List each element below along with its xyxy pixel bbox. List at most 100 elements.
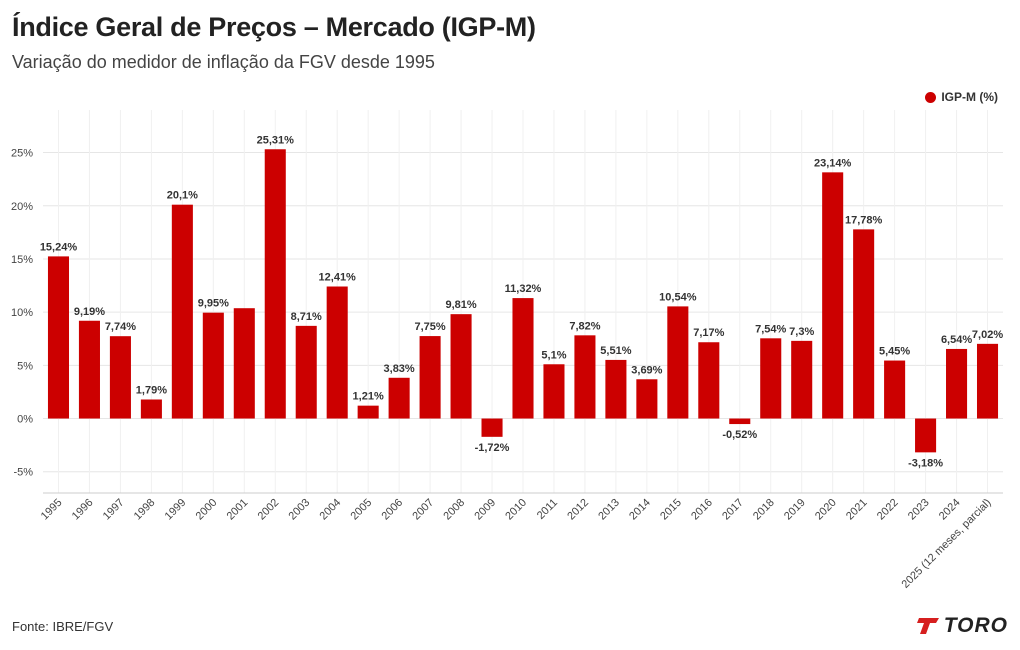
x-tick-label: 2014 [627,497,653,523]
x-tick-label: 2023 [906,497,932,523]
x-tick-label: 2016 [689,497,715,523]
y-tick-label: 10% [11,307,33,319]
x-tick-label: 2024 [937,497,963,523]
data-label: 15,24% [40,241,78,253]
legend-marker [925,91,937,103]
x-tick-label: 2020 [813,497,839,523]
bar [357,405,379,419]
data-label: -3,18% [908,457,943,469]
x-tick-label: 2007 [410,497,436,523]
bar [326,286,348,419]
bar [78,320,100,419]
bar [605,359,627,419]
data-label: 11,32% [505,283,542,295]
data-label: -0,52% [722,429,757,441]
data-label: 7,74% [105,321,136,333]
data-label: 9,81% [445,299,476,311]
y-tick-label: 25% [11,148,33,160]
legend-label: IGP-M (%) [941,90,998,104]
bar [667,306,689,419]
bar [140,399,162,419]
bar [760,338,782,419]
bar [698,342,720,419]
data-label: 6,54% [941,334,972,346]
data-label: 3,69% [631,364,662,376]
x-tick-label: 2006 [379,497,405,523]
bar [47,256,70,419]
data-label: 20,1% [167,190,198,202]
x-tick-label: 1999 [163,497,189,523]
page-title: Índice Geral de Preços – Mercado (IGP-M) [12,12,536,42]
data-label: 7,02% [972,329,1003,341]
data-label: 5,51% [600,345,631,357]
data-label: 9,95% [198,298,229,310]
bar [171,204,193,419]
bar [264,149,286,419]
x-tick-label: 2022 [875,497,901,523]
x-tick-label: 2002 [256,497,282,523]
x-tick-label: 2017 [720,497,746,523]
bar [636,379,658,419]
bar [884,360,906,419]
x-tick-label: 2012 [565,497,591,523]
bar [388,377,410,419]
x-tick-label: 2018 [751,497,777,523]
y-tick-label: 20% [11,201,33,213]
bar [915,418,937,453]
data-label: 17,78% [845,214,883,226]
y-tick-label: 5% [17,360,33,372]
source-note: Fonte: IBRE/FGV [12,619,114,634]
x-tick-label: 2000 [194,497,220,523]
data-label: 3,83% [384,363,415,375]
y-tick-label: 15% [11,254,33,266]
bar [295,325,317,419]
bar [853,229,875,419]
x-tick-label: 1996 [70,497,96,523]
data-label: 5,45% [879,346,910,358]
brand-logo: TORO [916,614,1008,638]
bar [109,336,131,419]
x-tick-label: 2003 [287,497,313,523]
data-label: 1,79% [136,384,167,396]
bar [946,348,968,419]
x-tick-label: 1997 [101,497,127,523]
bar [233,308,255,419]
bar [574,335,596,419]
x-tick-label: 2013 [596,497,622,523]
data-label: 8,71% [291,311,322,323]
bar [450,314,472,419]
x-tick-label: 1998 [132,497,158,523]
bar [976,343,999,419]
bar [481,418,503,437]
data-label: 12,41% [319,271,357,283]
data-label: 7,3% [789,326,814,338]
data-label: 7,54% [755,323,786,335]
bar [419,336,441,419]
toro-logo-icon [916,618,939,634]
data-label: 1,21% [353,391,384,403]
x-tick-label: 1995 [39,497,65,523]
bar [543,364,565,419]
data-label: 7,17% [693,327,724,339]
x-tick-label: 2005 [348,497,374,523]
x-tick-label: 2001 [225,497,251,523]
x-tick-label: 2008 [441,497,467,523]
bar [791,340,813,419]
bar [512,298,534,419]
data-label: 25,31% [257,134,295,146]
x-tick-label: 2010 [503,497,529,523]
y-tick-label: 0% [17,414,33,426]
data-label: 9,19% [74,306,105,318]
chart-legend: IGP-M (%) [925,90,998,104]
bar [822,172,844,419]
page-subtitle: Variação do medidor de inflação da FGV d… [12,52,435,72]
x-tick-label: 2015 [658,497,684,523]
data-label: 7,82% [569,320,600,332]
y-tick-label: -5% [13,467,33,479]
data-label: 7,75% [414,321,445,333]
x-tick-label: 2021 [844,497,870,523]
data-label: 5,1% [541,349,566,361]
x-tick-label: 2004 [318,497,344,523]
logo-text: TORO [943,614,1008,637]
